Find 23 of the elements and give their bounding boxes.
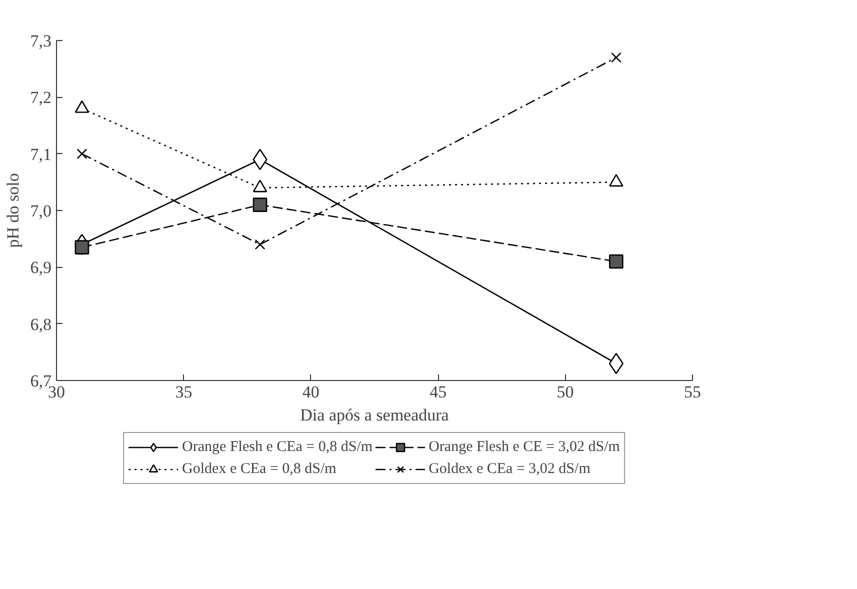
x-tick-label: 40 <box>302 382 320 402</box>
y-tick-label: 6,8 <box>30 314 52 334</box>
legend-label: Orange Flesh e CEa = 0,8 dS/m <box>182 438 373 456</box>
y-tick-label: 6,9 <box>30 258 52 278</box>
point <box>609 254 624 269</box>
y-tick-label: 7,2 <box>30 88 52 108</box>
point <box>610 52 622 63</box>
y-tick-label: 7,3 <box>30 32 52 50</box>
x-axis-title: Dia após a semeadura <box>300 406 450 424</box>
x-tick-label: 55 <box>684 382 701 402</box>
x-tick-label: 35 <box>175 382 192 402</box>
point <box>254 239 266 250</box>
legend-label: Orange Flesh e CE = 3,02 dS/m <box>428 438 620 456</box>
point <box>76 148 88 160</box>
x-tick-label: 50 <box>556 382 574 402</box>
legend-label: Goldex e CEa = 0,8 dS/m <box>182 460 336 478</box>
y-axis-title: pH do solo <box>3 173 22 248</box>
point <box>252 198 268 212</box>
legend-label: Goldex e CEa = 3,02 dS/m <box>428 460 590 478</box>
y-tick-label: 7,1 <box>30 144 52 164</box>
x-tick-label: 45 <box>430 382 447 402</box>
point <box>74 240 90 254</box>
y-tick-label: 7,0 <box>30 202 52 220</box>
